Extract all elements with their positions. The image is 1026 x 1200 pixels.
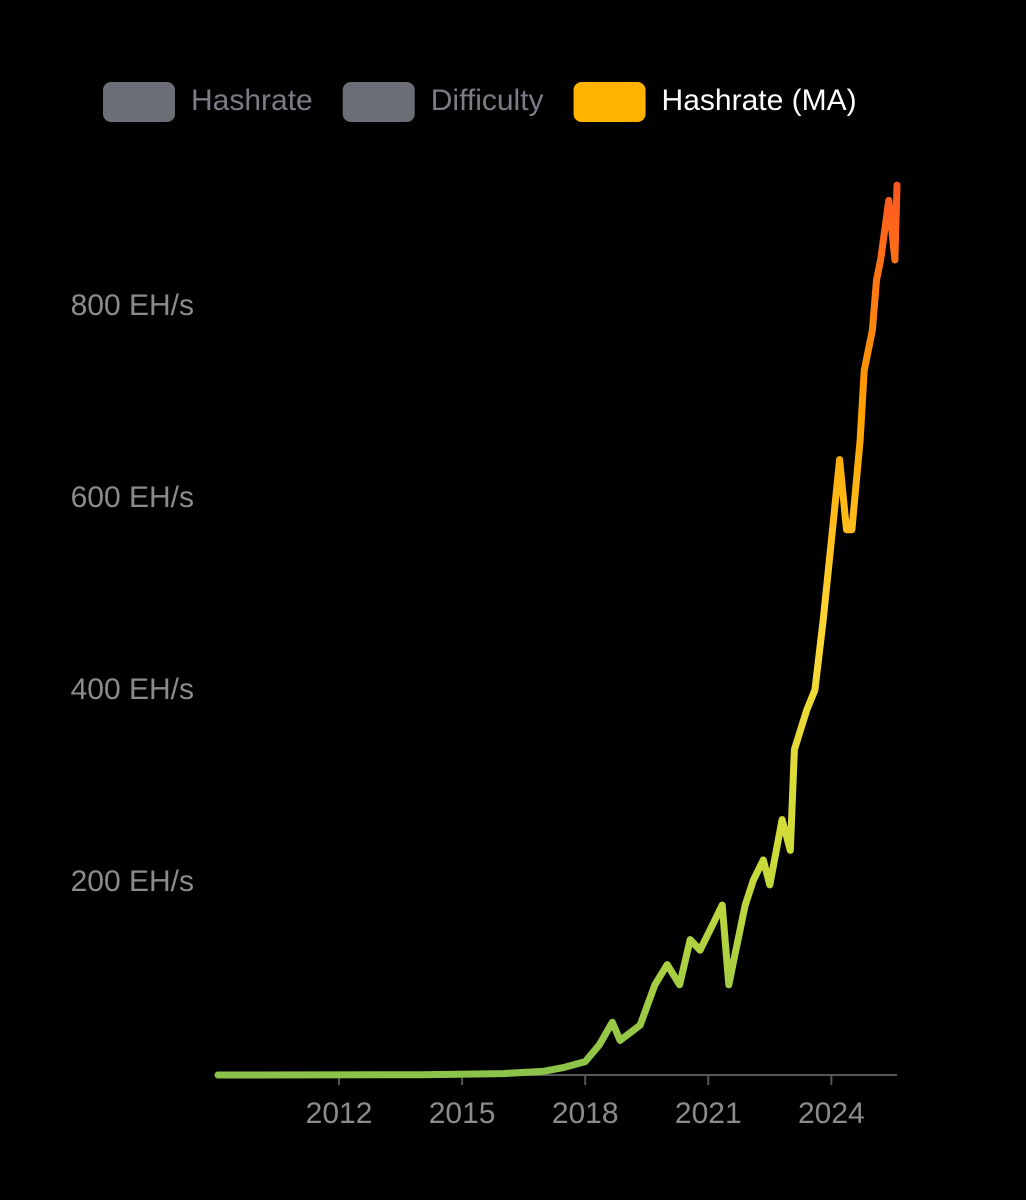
legend-label[interactable]: Hashrate — [191, 84, 313, 117]
legend-label[interactable]: Difficulty — [431, 84, 544, 117]
legend-swatch[interactable] — [103, 82, 175, 122]
legend-swatch[interactable] — [342, 82, 415, 122]
x-tick-label: 2018 — [552, 1097, 619, 1130]
legend-label[interactable]: Hashrate (MA) — [662, 84, 857, 117]
y-tick-label: 200 EH/s — [71, 865, 194, 898]
legend-swatch[interactable] — [573, 82, 646, 122]
y-tick-label: 800 EH/s — [71, 289, 194, 322]
y-tick-label: 600 EH/s — [71, 481, 194, 514]
x-tick-label: 2012 — [306, 1097, 373, 1130]
data-line — [214, 181, 901, 1079]
x-tick-label: 2015 — [429, 1097, 496, 1130]
x-tick-label: 2021 — [675, 1097, 742, 1130]
y-tick-label: 400 EH/s — [71, 673, 194, 706]
x-tick-label: 2024 — [798, 1097, 865, 1130]
